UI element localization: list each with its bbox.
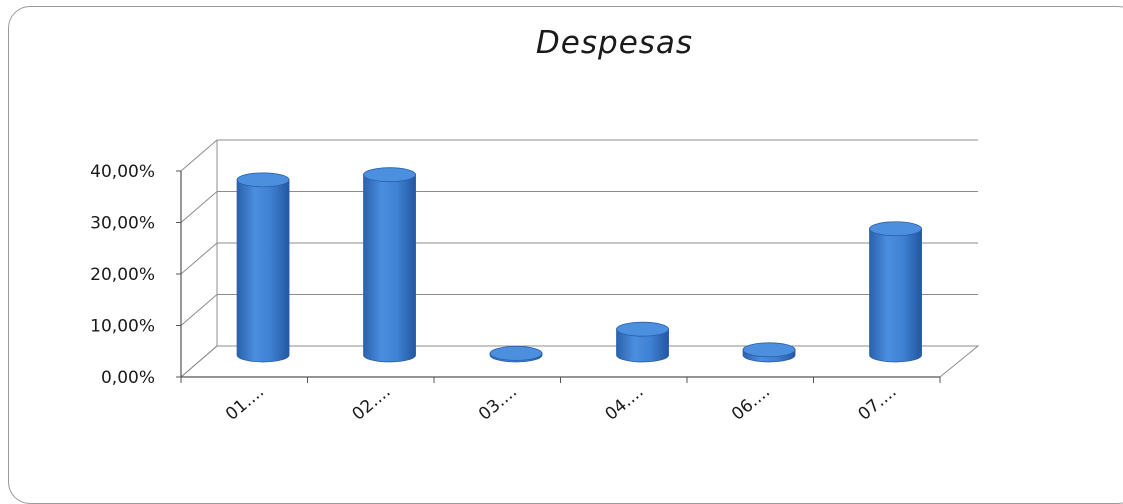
bar (742, 342, 796, 363)
bar-body (616, 328, 669, 363)
bar-top (489, 346, 543, 361)
y-tick-label: 20,00% (90, 265, 155, 285)
side-gridline (180, 139, 218, 172)
bar-top (236, 172, 290, 188)
bar-top (742, 342, 796, 358)
side-gridline (180, 242, 218, 275)
tick-labels: 0,00% 10,00% 20,00% 30,00% 40,00% 01.... 02...… (90, 162, 900, 425)
x-tick-label: 07.... (855, 382, 901, 425)
gridlines (179, 139, 980, 378)
bar-body (363, 174, 416, 363)
side-gridline (180, 191, 218, 223)
bars (236, 167, 922, 363)
x-tick-label: 03.... (475, 382, 521, 425)
side-gridline (180, 294, 218, 326)
y-tick-label: 30,00% (90, 214, 155, 234)
x-tick-label: 02.... (349, 382, 395, 425)
x-tick-label: 01.... (222, 382, 268, 425)
y-tick-label: 40,00% (90, 162, 155, 182)
bar (489, 346, 543, 363)
bar-body (869, 228, 922, 363)
chart-title: Despesas (535, 25, 694, 61)
x-tick-label: 06.... (728, 382, 774, 425)
bar (236, 172, 290, 363)
bar (616, 321, 669, 363)
chart-frame: Despesas (8, 6, 1123, 504)
y-tick-label: 10,00% (90, 317, 155, 337)
bar (363, 167, 416, 363)
y-tick-label: 0,00% (101, 368, 155, 388)
bar-body (236, 179, 290, 363)
bar-chart: 0,00% 10,00% 20,00% 30,00% 40,00% 01.... 02...… (90, 139, 980, 425)
x-tick-label: 04.... (602, 382, 648, 425)
axes (176, 170, 941, 383)
floor (179, 345, 980, 378)
bar (869, 221, 922, 363)
bar-top (616, 321, 669, 337)
bar-top (869, 221, 922, 237)
bar-top (363, 167, 416, 183)
